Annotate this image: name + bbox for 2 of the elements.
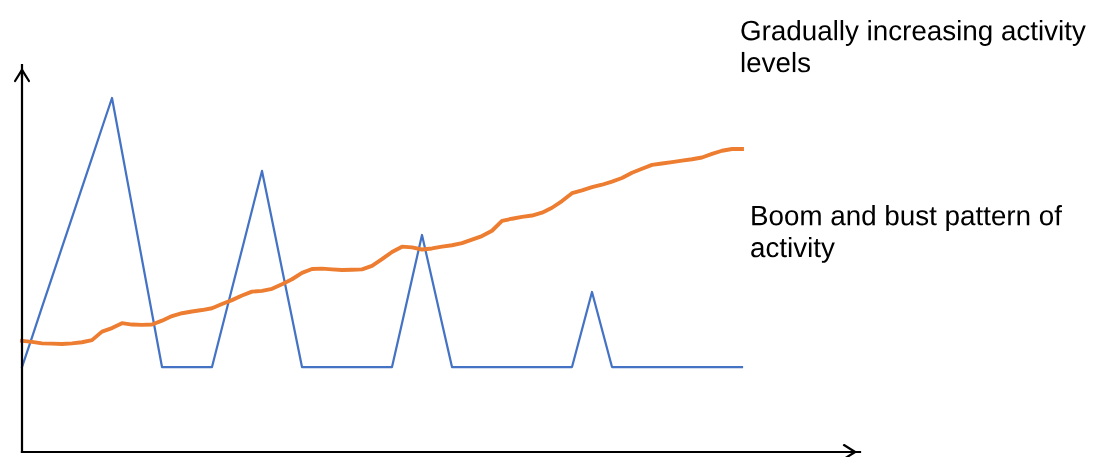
text: Boom and bust pattern of activity [751, 205, 1062, 263]
text: Gradually increasing activity levels [741, 20, 1086, 73]
